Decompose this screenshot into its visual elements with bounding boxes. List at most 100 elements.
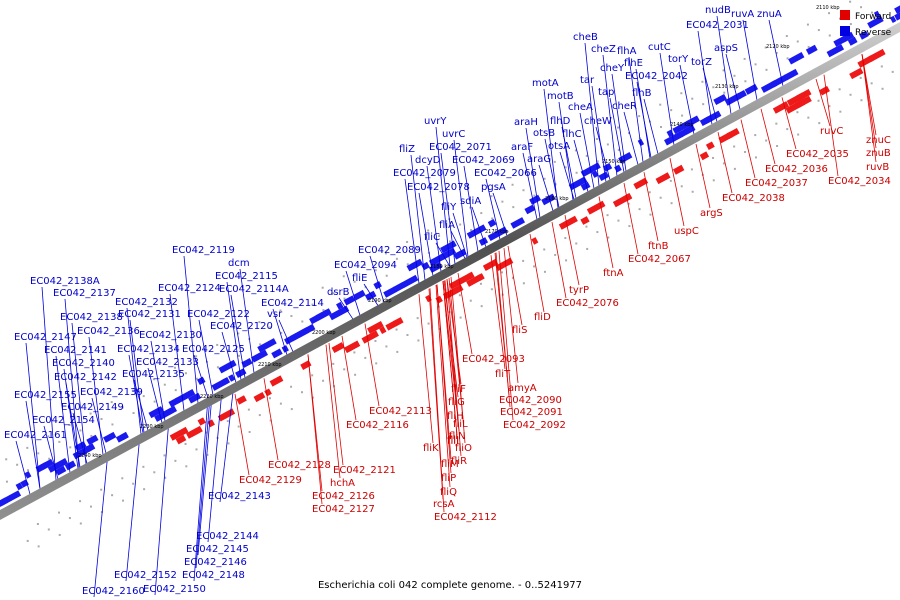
gene-label[interactable]: fliQ	[440, 487, 457, 498]
gene-label[interactable]: EC042_2150	[143, 584, 206, 595]
gene-label[interactable]: EC042_2079	[393, 168, 456, 179]
gene-label[interactable]: EC042_2133	[136, 357, 199, 368]
gene-label[interactable]: EC042_2136	[77, 326, 140, 337]
gene-label[interactable]: EC042_2037	[745, 178, 808, 189]
gene-label[interactable]: motB	[547, 91, 574, 102]
gene-label[interactable]: torY	[668, 54, 689, 65]
gene-label[interactable]: EC042_2121	[333, 465, 396, 476]
gene-label[interactable]: fliZ	[399, 144, 415, 155]
gene-label[interactable]: EC042_2140	[52, 358, 115, 369]
gene-label[interactable]: torZ	[691, 57, 712, 68]
gene-label[interactable]: EC042_2142	[54, 372, 117, 383]
gene-label[interactable]: dcm	[228, 258, 250, 269]
gene-label[interactable]: EC042_2127	[312, 504, 375, 515]
gene-label[interactable]: ruvA	[731, 9, 754, 20]
gene-label[interactable]: fliY	[441, 202, 457, 213]
gene-label[interactable]: dcyD	[415, 155, 441, 166]
gene-label[interactable]: EC042_2126	[312, 491, 375, 502]
gene-label[interactable]: EC042_2038	[722, 193, 785, 204]
gene-label[interactable]: EC042_2069	[452, 155, 515, 166]
gene-label[interactable]: uvrC	[442, 129, 465, 140]
gene-label[interactable]: EC042_2143	[208, 491, 271, 502]
gene-label[interactable]: sdiA	[460, 196, 481, 207]
gene-label[interactable]: nudB	[705, 5, 731, 16]
gene-label[interactable]: cheB	[573, 32, 598, 43]
gene-label[interactable]: dsrB	[327, 287, 350, 298]
gene-label[interactable]: araF	[511, 142, 533, 153]
gene-label[interactable]: fliN	[449, 431, 466, 442]
gene-label[interactable]: EC042_2067	[628, 254, 691, 265]
gene-label[interactable]: hchA	[330, 478, 355, 489]
gene-label[interactable]: pgsA	[481, 182, 506, 193]
gene-label[interactable]: fliC	[424, 232, 440, 243]
gene-label[interactable]: cheR	[612, 101, 637, 112]
gene-label[interactable]: EC042_2125	[182, 344, 245, 355]
gene-label[interactable]: EC042_2154	[32, 415, 95, 426]
gene-label[interactable]: otsA	[548, 141, 570, 152]
gene-label[interactable]: EC042_2147	[14, 332, 77, 343]
gene-label[interactable]: EC042_2144	[196, 531, 259, 542]
gene-label[interactable]: EC042_2094	[334, 260, 397, 271]
gene-label[interactable]: cheW	[584, 116, 612, 127]
gene-label[interactable]: fliM	[441, 459, 459, 470]
gene-label[interactable]: fliF	[451, 384, 466, 395]
gene-label[interactable]: EC042_2138	[60, 312, 123, 323]
gene-label[interactable]: ruvC	[820, 126, 843, 137]
gene-label[interactable]: EC042_2031	[686, 20, 749, 31]
gene-label[interactable]: EC042_2139	[80, 387, 143, 398]
gene-label[interactable]: flhC	[562, 129, 582, 140]
gene-label[interactable]: EC042_2078	[407, 182, 470, 193]
gene-label[interactable]: fliT	[495, 369, 511, 380]
gene-label[interactable]: fliO	[455, 443, 472, 454]
gene-label[interactable]: tyrP	[569, 285, 589, 296]
gene-label[interactable]: rcsA	[433, 499, 455, 510]
gene-label[interactable]: EC042_2152	[114, 570, 177, 581]
gene-label[interactable]: cheY	[600, 63, 625, 74]
gene-label[interactable]: fliJ	[447, 435, 459, 446]
gene-label[interactable]: flhD	[550, 116, 571, 127]
gene-label[interactable]: EC042_2141	[44, 345, 107, 356]
gene-label[interactable]: EC042_2122	[187, 309, 250, 320]
gene-label[interactable]: EC042_2071	[429, 142, 492, 153]
gene-label[interactable]: fliD	[534, 312, 551, 323]
gene-label[interactable]: EC042_2149	[61, 402, 124, 413]
gene-label[interactable]: flhE	[624, 58, 643, 69]
gene-label[interactable]: EC042_2092	[503, 420, 566, 431]
gene-label[interactable]: fliL	[453, 419, 468, 430]
gene-label[interactable]: EC042_2128	[268, 460, 331, 471]
gene-label[interactable]: otsB	[533, 128, 555, 139]
gene-label[interactable]: EC042_2137	[53, 288, 116, 299]
gene-label[interactable]: vsr	[267, 309, 283, 320]
gene-label[interactable]: fliH	[447, 411, 464, 422]
gene-label[interactable]: EC042_2091	[500, 407, 563, 418]
gene-label[interactable]: aspS	[714, 43, 738, 54]
gene-label[interactable]: EC042_2148	[182, 570, 245, 581]
gene-label[interactable]: EC042_2035	[786, 149, 849, 160]
gene-labels[interactable]: nudB ruvA znuA EC042_2031 cheB aspS cheZ flhA cu…	[4, 5, 891, 597]
gene-label[interactable]: fliS	[512, 325, 527, 336]
gene-label[interactable]: cutC	[648, 42, 671, 53]
gene-label[interactable]: EC042_2146	[184, 557, 247, 568]
gene-label[interactable]: znuA	[757, 9, 782, 20]
gene-label[interactable]: EC042_2042	[625, 71, 688, 82]
gene-label[interactable]: EC042_2129	[239, 475, 302, 486]
gene-label[interactable]: EC042_2112	[434, 512, 497, 523]
gene-label[interactable]: EC042_2089	[358, 245, 421, 256]
gene-label[interactable]: araH	[514, 117, 538, 128]
gene-label[interactable]: EC042_2130	[139, 330, 202, 341]
gene-label[interactable]: EC042_2076	[556, 298, 619, 309]
gene-label[interactable]: EC042_2114	[261, 298, 324, 309]
gene-label[interactable]: fliR	[451, 456, 467, 467]
gene-label[interactable]: EC042_2090	[499, 395, 562, 406]
gene-label[interactable]: EC042_2120	[210, 321, 273, 332]
gene-label[interactable]: EC042_2114A	[219, 284, 289, 295]
gene-label[interactable]: amyA	[508, 383, 537, 394]
gene-label[interactable]: fliI	[447, 436, 459, 447]
gene-label[interactable]: fliP	[441, 473, 456, 484]
gene-label[interactable]: EC042_2138A	[30, 276, 100, 287]
gene-label[interactable]: EC042_2066	[474, 168, 537, 179]
gene-label[interactable]: EC042_2119	[172, 245, 235, 256]
gene-label[interactable]: motA	[532, 78, 559, 89]
gene-label[interactable]: uspC	[674, 226, 699, 237]
gene-label[interactable]: fliE	[352, 273, 367, 284]
